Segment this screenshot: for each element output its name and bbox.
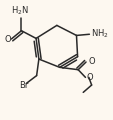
Text: Br: Br	[19, 81, 28, 90]
Text: NH$_2$: NH$_2$	[90, 27, 108, 40]
Text: H$_2$N: H$_2$N	[11, 4, 28, 17]
Text: O: O	[86, 73, 92, 82]
Text: O: O	[87, 57, 94, 66]
Text: O: O	[5, 35, 11, 44]
